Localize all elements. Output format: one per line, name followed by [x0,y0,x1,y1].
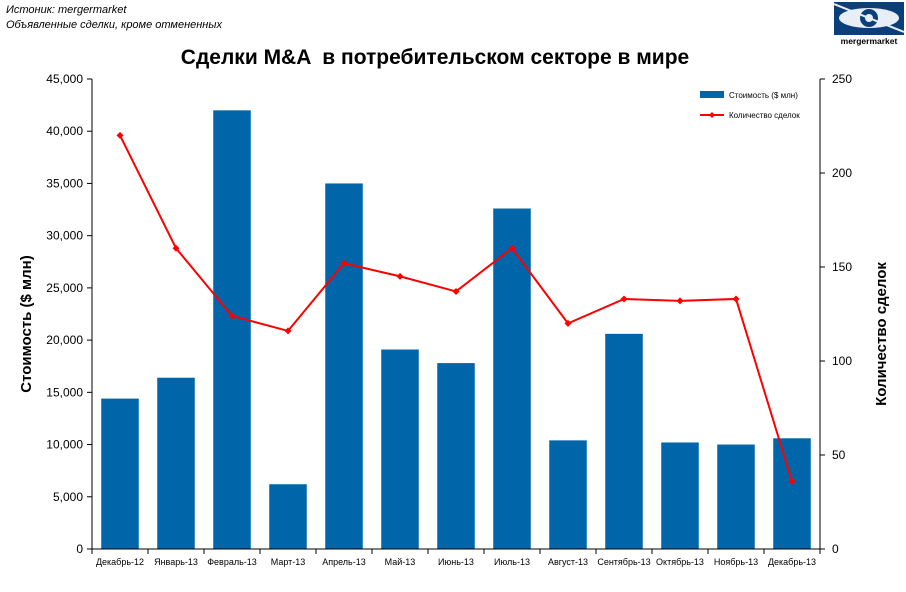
left-tick-label: 10,000 [46,438,83,452]
bar [661,442,699,549]
line-point [676,297,684,305]
x-tick-label: Май-13 [385,557,416,567]
left-tick-label: 15,000 [46,385,83,399]
x-tick-label: Ноябрь-13 [714,557,758,567]
line-series [116,131,796,485]
x-tick-label: Декабрь-13 [768,557,816,567]
right-tick-label: 0 [832,542,839,556]
bar [269,484,307,549]
legend-bar-swatch [700,91,724,98]
line-point [340,259,348,267]
right-tick-label: 50 [832,448,846,462]
right-tick-label: 150 [832,260,852,274]
line-point [172,244,180,252]
legend: Стоимость ($ млн) Количество сделок [700,91,800,120]
right-tick-label: 200 [832,166,852,180]
line-point [396,272,404,280]
line-point [452,287,460,295]
bar [605,333,643,549]
y-axis-title: Стоимость ($ млн) [18,255,35,393]
x-tick-label: Октябрь-13 [656,557,704,567]
bar [381,349,419,549]
line-point [228,312,236,320]
left-tick-label: 5,000 [53,490,83,504]
left-tick-label: 45,000 [46,72,83,86]
bar [773,438,811,549]
mergermarket-logo-icon [834,2,904,35]
line-point [508,244,516,252]
bar [157,377,195,549]
x-tick-label: Февраль-13 [207,557,257,567]
bar [437,363,475,549]
left-tick-label: 40,000 [46,124,83,138]
legend-label: Количество сделок [729,111,800,120]
x-tick-label: Август-13 [548,557,588,567]
y2-axis-title: Количество сделок [873,262,890,406]
source-subnote: Объявленные сделки, кроме отмененных [6,19,222,31]
line-point [732,295,740,303]
x-tick-label: Сентябрь-13 [597,557,650,567]
source-note: Истоник: mergermarket [6,4,127,16]
line-point [788,477,796,485]
x-tick-label: Апрель-13 [322,557,366,567]
line-point [564,319,572,327]
bar [549,440,587,549]
legend-label: Стоимость ($ млн) [729,91,798,100]
legend-line-marker [709,112,715,118]
line-point [620,295,628,303]
left-tick-label: 25,000 [46,281,83,295]
right-tick-label: 250 [832,72,852,86]
chart-title: Сделки M&A в потребительском секторе в м… [180,46,690,69]
line-point [116,131,124,139]
axes: 0 5,000 10,000 15,000 20,000 25,000 30,000 35,0… [18,72,890,567]
x-tick-label: Декабрь-12 [96,557,144,567]
right-tick-label: 100 [832,354,852,368]
left-tick-label: 30,000 [46,229,83,243]
bar [213,110,251,549]
x-tick-label: Июнь-13 [438,557,474,567]
bar [325,183,363,549]
left-tick-label: 35,000 [46,176,83,190]
bar [101,398,139,549]
left-tick-label: 20,000 [46,333,83,347]
bar-series [101,110,811,549]
logo-wordmark: mergermarket [840,36,898,46]
bar [717,444,755,549]
x-tick-label: Июль-13 [494,557,530,567]
x-tick-label: Март-13 [271,557,306,567]
left-tick-label: 0 [76,542,83,556]
x-tick-label: Январь-13 [154,557,198,567]
line-point [284,327,292,335]
